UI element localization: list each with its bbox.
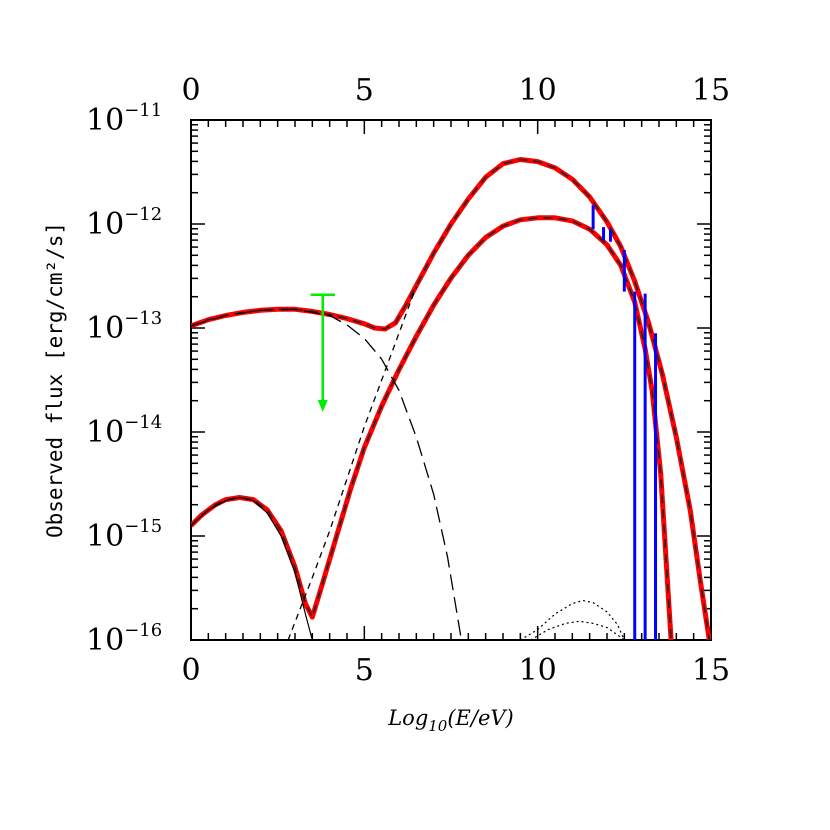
y-tick-exponent: −16 — [124, 620, 162, 641]
y-tick-label: 10−14 — [86, 412, 162, 450]
dotted-component — [530, 620, 625, 640]
x-tick-label-top: 15 — [692, 73, 730, 108]
x-tick-label: 5 — [355, 653, 374, 688]
x-tick-labels-bottom: 0 5 10 15 — [181, 653, 730, 688]
x-tick-label: 15 — [692, 653, 730, 688]
y-tick-exponent: −15 — [124, 516, 162, 537]
y-tick-label: 10−16 — [86, 620, 162, 658]
y-tick-exponent: −11 — [124, 100, 162, 121]
y-tick-exponent: −12 — [124, 204, 162, 225]
upper-limit — [310, 293, 335, 412]
y-tick-label: 10−12 — [86, 204, 162, 242]
inverse-compton-component — [287, 286, 417, 640]
synchrotron-component — [191, 308, 463, 640]
x-tick-labels-top: 0 5 10 15 — [181, 73, 730, 108]
x-axis-title-log: Log — [387, 706, 428, 730]
y-tick-base: 10 — [86, 415, 124, 450]
y-axis-title: Observed flux [erg/cm²/s] — [43, 222, 67, 538]
x-axis-title: Log10(E/eV) — [387, 706, 514, 735]
y-tick-base: 10 — [86, 103, 124, 138]
y-tick-label: 10−15 — [86, 516, 162, 554]
data-points — [591, 205, 658, 640]
y-tick-base: 10 — [86, 311, 124, 346]
y-tick-base: 10 — [86, 623, 124, 658]
total-model-overlay — [191, 217, 672, 640]
x-tick-label: 0 — [181, 653, 200, 688]
plot-frame — [190, 119, 712, 641]
x-axis-title-sub: 10 — [428, 717, 448, 735]
total-model-curve — [191, 215, 674, 640]
total-model-overlay — [191, 158, 711, 640]
x-tick-label-top: 0 — [181, 73, 200, 108]
y-tick-exponent: −14 — [124, 412, 162, 433]
y-tick-label: 10−13 — [86, 308, 162, 346]
y-tick-base: 10 — [86, 519, 124, 554]
x-tick-label-top: 10 — [519, 73, 557, 108]
low-synchrotron-component — [191, 496, 313, 640]
model-curves — [191, 157, 711, 640]
axis-ticks — [190, 120, 712, 641]
x-tick-label-top: 5 — [355, 73, 374, 108]
upper-limit-arrowhead — [317, 399, 328, 412]
y-tick-exponent: −13 — [124, 308, 162, 329]
x-tick-label: 10 — [519, 653, 557, 688]
x-axis-title-rest: (E/eV) — [447, 706, 513, 730]
y-tick-label: 10−11 — [86, 100, 162, 138]
y-tick-base: 10 — [86, 207, 124, 242]
total-model-curve — [191, 157, 711, 640]
